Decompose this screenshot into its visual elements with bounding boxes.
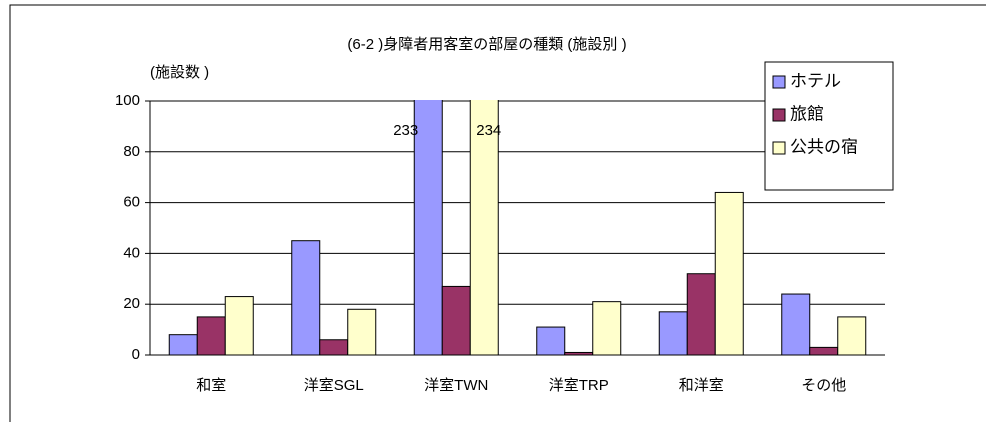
legend-swatch (772, 75, 786, 89)
chart-title: (6-2 )身障者用客室の部屋の種類 (施設別 ) (347, 35, 626, 53)
y-tick-label: 0 (132, 346, 140, 363)
bar (441, 285, 471, 356)
y-tick-label: 60 (123, 194, 140, 211)
data-label: 233 (393, 122, 418, 139)
bar (592, 301, 622, 356)
x-tick-label: 和洋室 (679, 377, 724, 394)
legend-swatch (772, 108, 786, 122)
bar (809, 346, 839, 356)
bar (658, 311, 688, 356)
x-tick-label: 和室 (196, 377, 226, 394)
bar (837, 316, 867, 356)
bar (347, 308, 377, 356)
legend-label: 旅館 (790, 104, 824, 123)
y-tick-label: 20 (123, 295, 140, 312)
x-tick-label: その他 (801, 377, 846, 394)
legend-box (764, 61, 894, 191)
bar (714, 191, 744, 356)
bar (564, 351, 594, 356)
y-axis-label: (施設数 ) (150, 64, 209, 81)
bars (168, 100, 867, 356)
grid (145, 100, 885, 356)
data-label: 234 (476, 122, 501, 139)
y-tick-label: 40 (123, 244, 140, 261)
legend-label: 公共の宿 (790, 137, 858, 156)
legend-swatch (772, 141, 786, 155)
bar (781, 293, 811, 356)
y-tick-label: 100 (115, 92, 140, 109)
bar (413, 100, 443, 356)
x-tick-label: 洋室SGL (304, 377, 364, 394)
bar (536, 326, 566, 356)
bar (224, 296, 254, 356)
labels: 0 20 40 60 80 100 和室 洋室SGL 洋室TWN 233 234 洋室TRP 和洋室 その… (115, 61, 894, 394)
x-tick-label: 洋室TWN (424, 377, 488, 394)
legend-label: ホテル (790, 71, 841, 90)
bar (291, 240, 321, 356)
bar (319, 339, 349, 356)
bar (196, 316, 226, 356)
bar (686, 273, 716, 356)
bar (168, 334, 198, 356)
x-tick-label: 洋室TRP (549, 377, 609, 394)
y-tick-label: 80 (123, 143, 140, 160)
bar (469, 100, 499, 356)
chart-frame (9, 4, 986, 422)
